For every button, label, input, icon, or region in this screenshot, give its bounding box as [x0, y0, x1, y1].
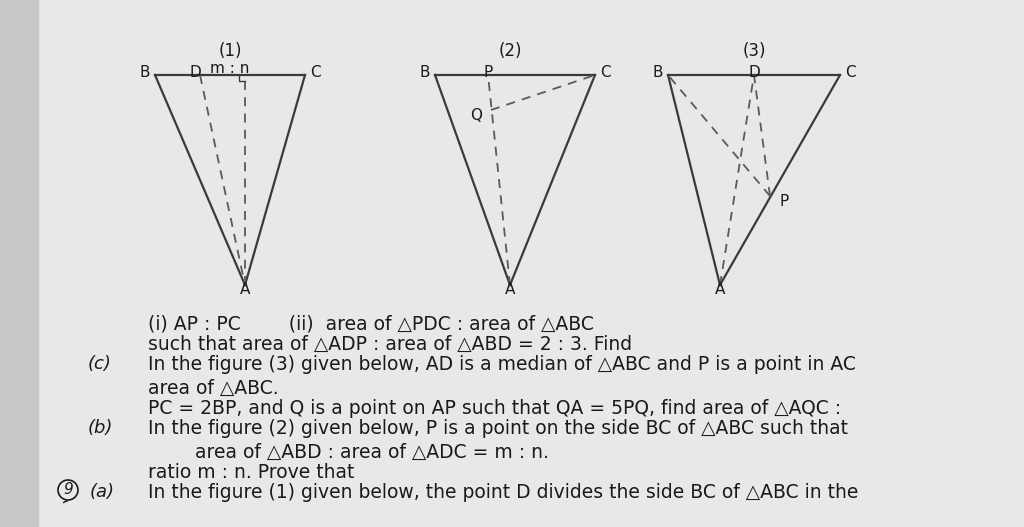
Text: (i) AP : PC        (ii)  area of △PDC : area of △ABC: (i) AP : PC (ii) area of △PDC : area of …	[148, 315, 594, 334]
Text: In the figure (1) given below, the point D divides the side BC of △ABC in the: In the figure (1) given below, the point…	[148, 483, 858, 502]
Text: C: C	[845, 65, 855, 80]
Bar	[0, 0, 38, 527]
Text: A: A	[505, 282, 515, 297]
Text: ratio m : n. Prove that: ratio m : n. Prove that	[148, 463, 354, 482]
Text: area of △ABD : area of △ADC = m : n.: area of △ABD : area of △ADC = m : n.	[195, 443, 549, 462]
Text: (b): (b)	[88, 419, 114, 437]
Text: D: D	[189, 65, 201, 80]
Text: B: B	[652, 65, 664, 80]
Text: (1): (1)	[218, 42, 242, 60]
Text: P: P	[779, 193, 788, 209]
Text: C: C	[309, 65, 321, 80]
Text: (a): (a)	[90, 483, 115, 501]
Text: such that area of △ADP : area of △ABD = 2 : 3. Find: such that area of △ADP : area of △ABD = …	[148, 335, 632, 354]
Text: area of △ABC.: area of △ABC.	[148, 378, 279, 397]
Text: B: B	[420, 65, 430, 80]
Text: In the figure (3) given below, AD is a median of △ABC and P is a point in AC: In the figure (3) given below, AD is a m…	[148, 355, 856, 374]
Text: A: A	[715, 282, 725, 297]
Text: (2): (2)	[499, 42, 522, 60]
Text: In the figure (2) given below, P is a point on the side BC of △ABC such that: In the figure (2) given below, P is a po…	[148, 418, 848, 437]
Text: A: A	[240, 282, 250, 297]
Text: m : n: m : n	[210, 61, 250, 76]
Text: Q: Q	[470, 108, 482, 122]
Text: C: C	[600, 65, 610, 80]
Text: D: D	[749, 65, 760, 80]
Text: (c): (c)	[88, 355, 112, 373]
Text: PC = 2BP, and Q is a point on AP such that QA = 5PQ, find area of △AQC :: PC = 2BP, and Q is a point on AP such th…	[148, 398, 841, 417]
Text: (3): (3)	[742, 42, 766, 60]
Text: 9: 9	[63, 483, 73, 497]
Text: P: P	[483, 65, 493, 80]
Text: B: B	[139, 65, 151, 80]
